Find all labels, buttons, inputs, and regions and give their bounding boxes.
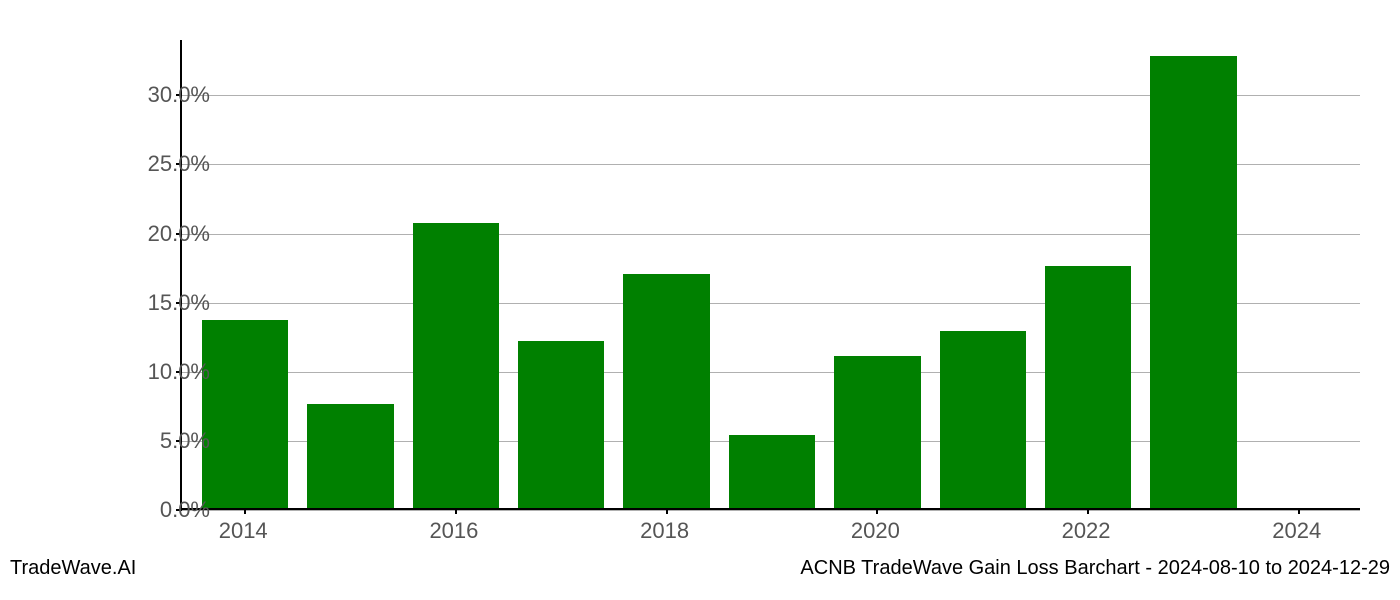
bar (1150, 56, 1236, 508)
x-tick-mark (244, 508, 246, 514)
bar (834, 356, 920, 508)
footer-left-text: TradeWave.AI (10, 557, 136, 580)
x-tick-label: 2022 (1062, 518, 1111, 544)
x-tick-label: 2016 (429, 518, 478, 544)
x-tick-label: 2020 (851, 518, 900, 544)
x-tick-label: 2014 (219, 518, 268, 544)
y-tick-label: 15.0% (110, 290, 210, 316)
bar (413, 223, 499, 508)
bar (940, 331, 1026, 508)
bar (729, 435, 815, 508)
x-tick-mark (1298, 508, 1300, 514)
x-tick-mark (876, 508, 878, 514)
bar (1045, 266, 1131, 508)
y-tick-label: 20.0% (110, 221, 210, 247)
y-tick-label: 0.0% (110, 497, 210, 523)
footer-right-text: ACNB TradeWave Gain Loss Barchart - 2024… (800, 557, 1390, 580)
plot-area (180, 40, 1360, 510)
y-tick-label: 5.0% (110, 428, 210, 454)
x-tick-label: 2024 (1272, 518, 1321, 544)
bar (623, 274, 709, 508)
bar (518, 341, 604, 508)
x-tick-mark (666, 508, 668, 514)
bar (202, 320, 288, 508)
y-tick-label: 10.0% (110, 359, 210, 385)
chart-area (180, 40, 1360, 510)
bar (307, 404, 393, 508)
y-tick-label: 30.0% (110, 82, 210, 108)
gridline (182, 510, 1360, 511)
x-tick-mark (455, 508, 457, 514)
y-tick-label: 25.0% (110, 151, 210, 177)
x-tick-mark (1087, 508, 1089, 514)
x-tick-label: 2018 (640, 518, 689, 544)
